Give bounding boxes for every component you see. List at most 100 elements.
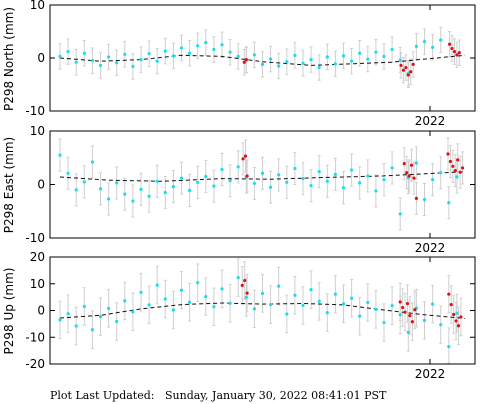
data-point [74,188,78,192]
data-point [260,62,265,66]
data-point [439,38,443,42]
data-point [155,283,159,287]
data-point [147,194,151,198]
data-point [179,288,184,292]
recent-data-point [240,283,244,287]
data-point [74,60,78,64]
data-point [236,165,240,169]
data-point [366,174,370,178]
recent-data-point [457,51,461,55]
data-point [212,305,216,309]
recent-data-point [407,174,411,178]
data-point [341,186,346,190]
data-point [431,178,435,182]
recent-data-point [405,301,410,306]
data-point [228,301,232,305]
data-point [317,299,321,304]
recent-data-point [456,324,461,328]
data-point [422,197,427,202]
data-point [115,181,119,185]
data-point [139,290,143,294]
data-point [260,291,265,295]
data-point [107,197,111,201]
data-point [414,161,418,165]
data-point [277,64,281,68]
data-point [66,312,70,316]
data-point [171,54,175,58]
ylabel-up: P298 Up (mm) [2,268,16,355]
data-point [390,47,394,52]
data-point [301,303,305,308]
recent-data-point [405,171,409,175]
recent-data-point [456,158,460,162]
recent-data-point [450,46,454,51]
data-point [358,51,362,55]
data-point [188,300,192,304]
recent-data-point [411,62,415,66]
data-point [196,180,200,184]
recent-data-point [244,57,248,62]
recent-data-point [401,305,405,310]
data-point [163,297,167,301]
data-point [123,192,127,196]
recent-data-point [406,73,410,77]
data-point [277,284,281,288]
recent-data-point [413,308,417,312]
y-tick-label: 20 [30,250,45,264]
data-point [350,168,354,172]
data-point [341,302,346,306]
data-point [204,174,208,179]
data-point [228,50,232,54]
data-point [244,295,248,299]
data-point [398,212,402,216]
data-point [90,59,94,63]
y-tick-label: -10 [25,330,45,344]
recent-data-point [412,176,416,180]
recent-data-point [409,163,414,167]
data-point [115,319,119,324]
data-point [236,54,240,59]
data-point [269,185,273,189]
recent-data-point [458,170,462,174]
data-point [293,53,297,57]
data-point [179,46,184,50]
data-point [309,288,313,292]
data-point [82,304,86,309]
data-point [147,303,151,307]
ylabel-north: P298 North (mm) [2,7,16,111]
data-point [204,41,208,45]
recent-data-point [399,63,403,68]
data-point [147,52,151,56]
data-point [188,188,192,192]
recent-data-point [452,312,456,317]
data-point [98,187,103,191]
recent-data-point [408,313,412,318]
data-point [277,173,281,177]
data-point [455,175,459,179]
panel-up: P298 Up (mm) -20 -10 0 10 20 2022 [2,250,476,381]
data-point [374,189,378,193]
y-tick-label: 10 [30,124,45,138]
panel-north: P298 North (mm) -10 0 10 2022 [2,0,476,128]
data-point [431,45,435,50]
recent-data-point [245,291,249,295]
data-point [58,54,62,59]
y-tick-label: 10 [30,0,45,12]
footer-timestamp: Sunday, January 30, 2022 08:41:01 PST [164,389,387,402]
data-point [366,300,370,305]
recent-data-point [402,162,406,166]
data-point [107,55,111,59]
data-point [390,166,394,170]
recent-data-point [245,174,249,178]
recent-data-point [403,310,407,314]
data-point [58,318,62,322]
data-point [325,179,329,183]
data-point [333,62,337,66]
recent-data-point [455,53,459,57]
data-point [317,65,321,70]
data-point [90,328,94,332]
recent-data-point [243,154,248,158]
data-point [212,47,216,52]
recent-data-point [453,168,457,173]
data-point [212,184,216,188]
